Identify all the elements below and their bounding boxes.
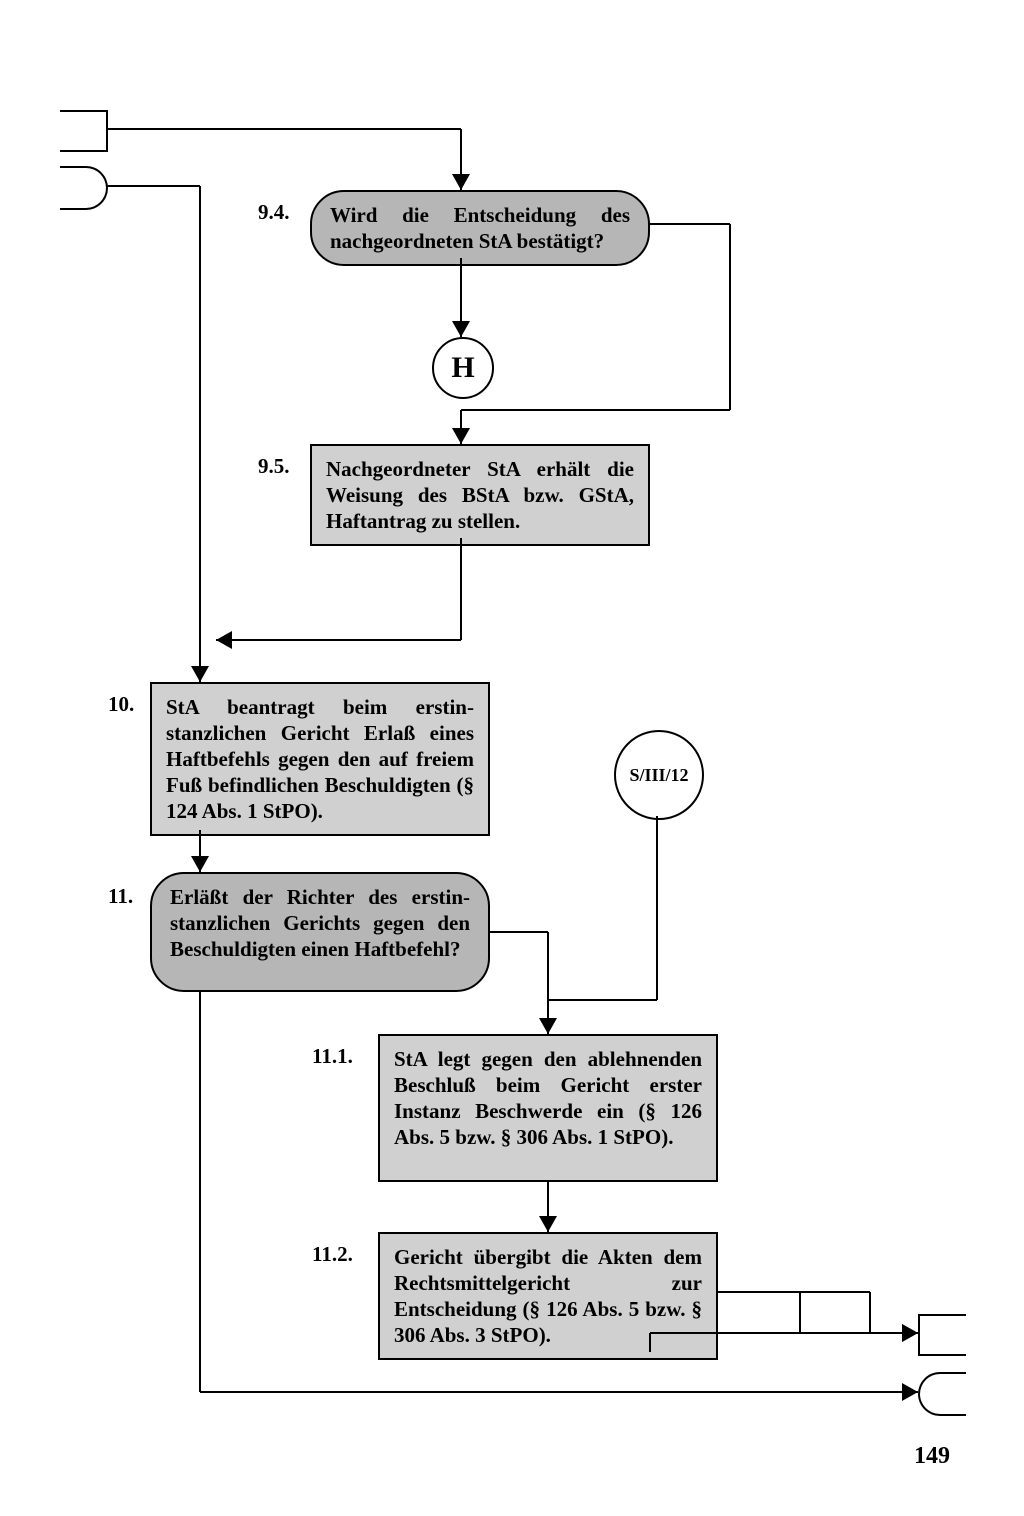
page-number: 149 <box>914 1443 950 1470</box>
offpage-top-d <box>60 166 108 210</box>
flow-label-n111: 11.1. <box>312 1044 353 1069</box>
flow-label-n94: 9.4. <box>258 200 290 225</box>
offpage-bottom-d <box>918 1372 966 1416</box>
flow-label-n10: 10. <box>108 692 134 717</box>
flow-label-n11: 11. <box>108 884 133 909</box>
offpage-top-bracket <box>60 110 108 152</box>
flow-node-n111: StA legt gegen den ablehnen­den Beschluß… <box>378 1034 718 1182</box>
flow-connector-h_circle: H <box>432 337 494 399</box>
flow-node-n10: StA beantragt beim erstin­stanzlichen Ge… <box>150 682 490 836</box>
flow-label-n112: 11.2. <box>312 1242 353 1267</box>
flow-node-n112: Gericht übergibt die Akten dem Rechtsmit… <box>378 1232 718 1360</box>
flow-node-n94: Wird die Entscheidung des nachgeordneten… <box>310 190 650 266</box>
offpage-bottom-bracket <box>918 1314 966 1356</box>
flow-node-n95: Nachgeordneter StA erhält die Weisung de… <box>310 444 650 546</box>
flow-label-n95: 9.5. <box>258 454 290 479</box>
flow-node-n11: Erläßt der Richter des erstin­stanzliche… <box>150 872 490 992</box>
flow-connector-ref_s3_12: S/III/12 <box>614 730 704 820</box>
